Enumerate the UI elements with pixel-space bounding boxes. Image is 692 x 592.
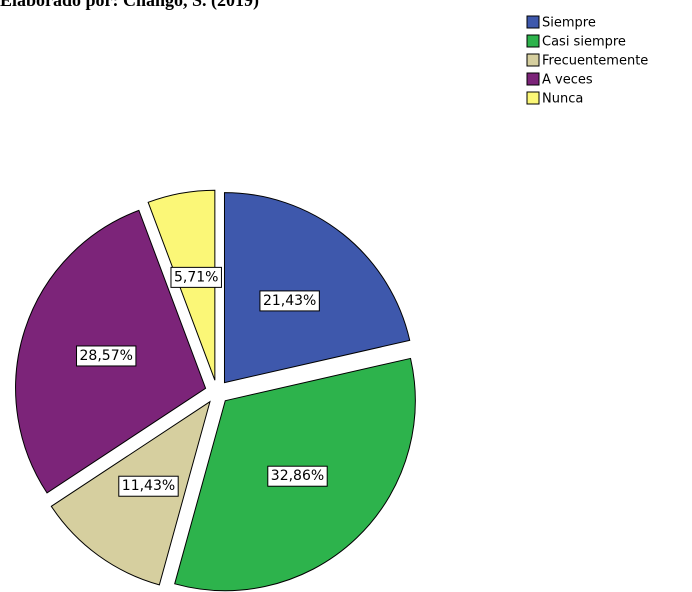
pie-slice	[223, 192, 411, 384]
label-box	[76, 345, 137, 367]
legend-label: Nunca	[542, 92, 583, 107]
data-label: 28,57%	[80, 348, 133, 364]
legend-swatch	[526, 15, 540, 29]
label-box	[118, 475, 179, 497]
data-label: 11,43%	[122, 478, 175, 494]
legend-label: Frecuentemente	[542, 54, 648, 69]
legend-label: Casi siempre	[542, 35, 626, 50]
label-box	[267, 465, 328, 487]
data-label: 32,86%	[271, 468, 324, 484]
legend-label: A veces	[542, 73, 593, 88]
source-note: Elaborado por: Chango, S. (2019)	[0, 0, 259, 11]
label-box	[259, 290, 320, 312]
legend-swatch	[526, 53, 540, 67]
legend-swatch	[526, 34, 540, 48]
data-label: 5,71%	[174, 269, 218, 285]
legend-swatch	[526, 72, 540, 86]
legend-swatch	[526, 91, 540, 105]
legend-label: Siempre	[542, 16, 596, 31]
data-label: 21,43%	[263, 293, 316, 309]
label-box	[170, 266, 222, 288]
